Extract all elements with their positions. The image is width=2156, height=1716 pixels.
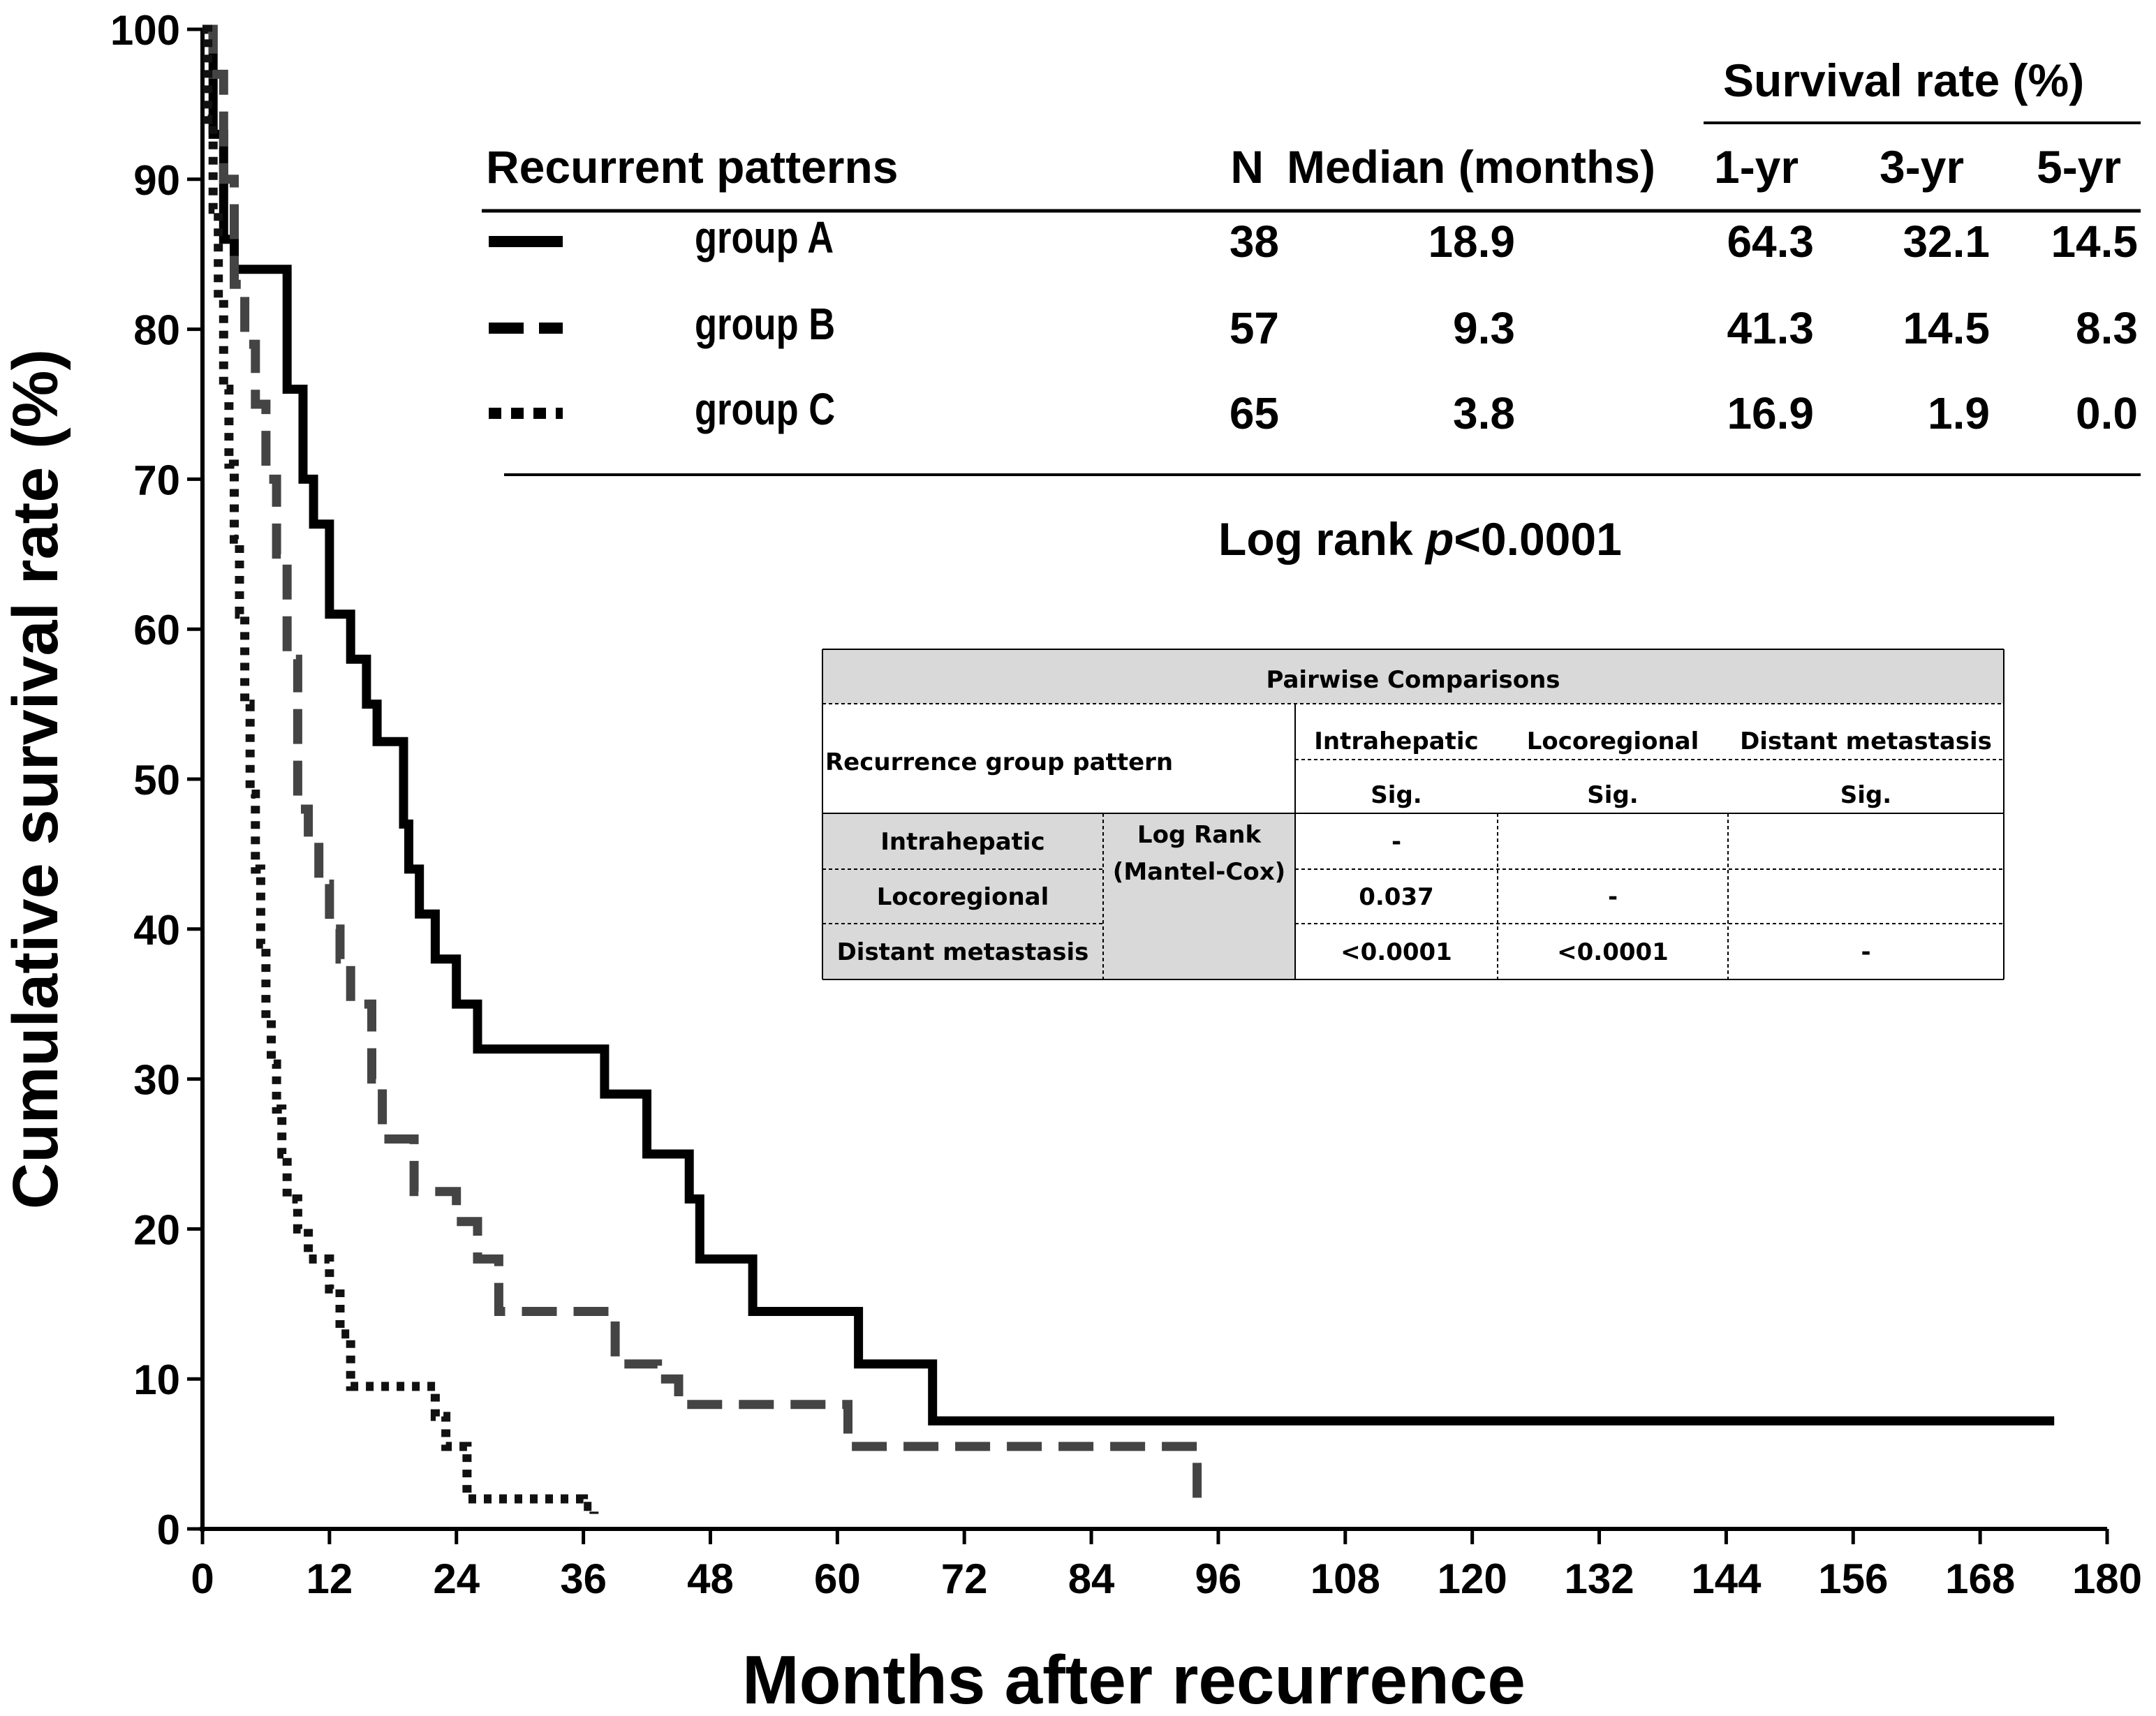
pairwise-row-label: Distant metastasis xyxy=(837,938,1089,966)
pairwise-row-label: Intrahepatic xyxy=(880,828,1044,856)
pairwise-title-cell xyxy=(822,649,2004,704)
pairwise-cell-value: <0.0001 xyxy=(1557,938,1669,966)
x-tick-label: 180 xyxy=(2072,1555,2142,1602)
yr5-value: 0.0 xyxy=(2076,388,2138,438)
yr1-value: 41.3 xyxy=(1727,303,1814,353)
x-tick-label: 120 xyxy=(1438,1555,1507,1602)
pairwise-title: Pairwise Comparisons xyxy=(1266,666,1560,694)
yr1-value: 64.3 xyxy=(1727,216,1814,267)
pairwise-row-label: Locoregional xyxy=(877,883,1049,911)
curve-group-A xyxy=(202,24,2055,1426)
x-tick-label: 12 xyxy=(306,1555,353,1602)
pairwise-cell-value: - xyxy=(1391,828,1401,856)
y-tick-label: 10 xyxy=(133,1356,180,1403)
y-tick-label: 80 xyxy=(133,307,180,354)
median-value: 9.3 xyxy=(1453,303,1515,353)
x-tick-label: 156 xyxy=(1818,1555,1888,1602)
pairwise-cell-value: - xyxy=(1608,883,1618,911)
x-tick-label: 48 xyxy=(687,1555,734,1602)
pairwise-col-header: Distant metastasis xyxy=(1740,727,1992,755)
legend-label: group B xyxy=(695,299,835,349)
y-tick-label: 60 xyxy=(133,607,180,653)
summary-col-header: Median (months) xyxy=(1287,141,1655,193)
x-tick-label: 0 xyxy=(191,1555,214,1602)
pairwise-method: (Mantel-Cox) xyxy=(1113,858,1285,886)
x-tick-label: 60 xyxy=(814,1555,861,1602)
x-tick-label: 84 xyxy=(1068,1555,1115,1602)
y-tick-label: 50 xyxy=(133,757,180,804)
pairwise-row-label-cells xyxy=(822,813,1295,979)
x-tick-label: 36 xyxy=(560,1555,607,1602)
pairwise-cell-value: <0.0001 xyxy=(1341,938,1452,966)
x-tick-label: 132 xyxy=(1564,1555,1634,1602)
pairwise-sig-label: Sig. xyxy=(1840,781,1891,809)
yr3-value: 1.9 xyxy=(1928,388,1990,438)
yr3-value: 32.1 xyxy=(1903,216,1990,267)
yr5-value: 14.5 xyxy=(2051,216,2138,267)
median-value: 18.9 xyxy=(1428,216,1515,267)
y-tick-label: 20 xyxy=(133,1206,180,1253)
pairwise-method: Log Rank xyxy=(1137,821,1262,849)
n-value: 38 xyxy=(1230,216,1279,267)
yr1-value: 16.9 xyxy=(1727,388,1814,438)
y-tick-label: 40 xyxy=(133,907,180,954)
legend-label: group C xyxy=(695,385,835,434)
median-value: 3.8 xyxy=(1453,388,1515,438)
y-axis-title: Cumulative survival rate (%) xyxy=(0,349,71,1209)
yr3-value: 14.5 xyxy=(1903,303,1990,353)
x-tick-label: 168 xyxy=(1945,1555,2015,1602)
log-rank-p: p xyxy=(1424,513,1454,565)
summary-col-header: N xyxy=(1230,141,1264,193)
y-tick-label: 90 xyxy=(133,157,180,204)
survival-rate-header: Survival rate (%) xyxy=(1723,54,2084,106)
legend-label: group A xyxy=(695,213,834,262)
pairwise-sig-label: Sig. xyxy=(1587,781,1638,809)
n-value: 65 xyxy=(1230,388,1279,438)
pairwise-cell-value: - xyxy=(1861,938,1870,966)
x-tick-label: 144 xyxy=(1691,1555,1762,1602)
x-tick-label: 96 xyxy=(1195,1555,1242,1602)
x-tick-label: 72 xyxy=(941,1555,988,1602)
x-axis-title: Months after recurrence xyxy=(742,1641,1526,1716)
yr5-value: 8.3 xyxy=(2076,303,2138,353)
n-value: 57 xyxy=(1230,303,1279,353)
log-rank-prefix: Log rank xyxy=(1218,513,1426,565)
summary-col-header: 1-yr xyxy=(1714,141,1799,193)
survival-curves xyxy=(202,24,2055,1514)
axes: 0 10 20 30 40 50 60 70 80 90 100 0 12 24 36 48 60 72 84 96 1… xyxy=(0,7,2142,1716)
curve-group-C xyxy=(202,24,599,1514)
pairwise-sig-label: Sig. xyxy=(1371,781,1422,809)
y-tick-label: 0 xyxy=(157,1507,180,1553)
pairwise-col-header: Intrahepatic xyxy=(1314,727,1478,755)
x-tick-label: 24 xyxy=(433,1555,480,1602)
pairwise-col-header: Locoregional xyxy=(1527,727,1699,755)
x-tick-label: 108 xyxy=(1310,1555,1380,1602)
pairwise-cell-value: 0.037 xyxy=(1359,883,1434,911)
curve-group-B xyxy=(202,24,1202,1514)
summary-col-header: 3-yr xyxy=(1880,141,1964,193)
y-tick-label: 30 xyxy=(133,1057,180,1104)
y-tick-label: 70 xyxy=(133,457,180,503)
pairwise-table: Pairwise Comparisons Recurrence group pat… xyxy=(822,649,2004,980)
summary-col-header: Recurrent patterns xyxy=(486,141,899,193)
pairwise-row-header: Recurrence group pattern xyxy=(825,748,1173,776)
y-tick-label: 100 xyxy=(110,7,180,54)
log-rank-label: Log rank p<0.0001 xyxy=(1218,513,1622,565)
summary-col-header: 5-yr xyxy=(2037,141,2121,193)
log-rank-value: <0.0001 xyxy=(1454,513,1621,565)
summary-table: Survival rate (%) Recurrent patterns N Medi… xyxy=(482,54,2141,565)
